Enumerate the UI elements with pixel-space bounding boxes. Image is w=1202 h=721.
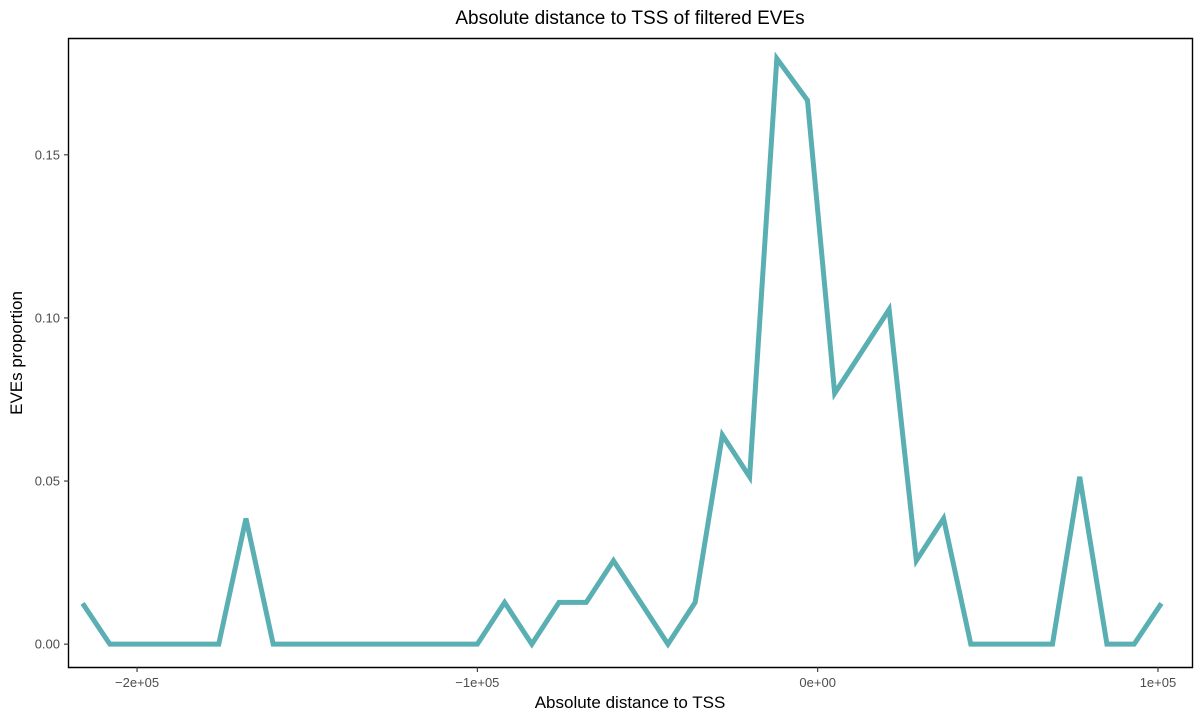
y-axis-ticks: 0.00 0.05 0.10 0.15 — [35, 147, 69, 652]
y-tick-label: 0.05 — [35, 474, 60, 489]
y-tick-label: 0.10 — [35, 310, 60, 325]
y-axis-title: EVEs proportion — [7, 291, 26, 415]
x-axis-title: Absolute distance to TSS — [535, 693, 726, 712]
y-tick-label: 0.15 — [35, 147, 60, 162]
x-tick-label: −1e+05 — [455, 675, 499, 690]
x-axis-ticks: −2e+05 −1e+05 0e+00 1e+05 — [115, 667, 1176, 690]
series-layer — [80, 51, 1164, 649]
plot-panel-border — [67, 37, 1194, 669]
y-tick-label: 0.00 — [35, 637, 60, 652]
series-line-1 — [80, 51, 1164, 649]
x-tick-label: 1e+05 — [1140, 675, 1177, 690]
x-tick-label: −2e+05 — [115, 675, 159, 690]
x-tick-label: 0e+00 — [799, 675, 836, 690]
chart-title: Absolute distance to TSS of filtered EVE… — [455, 8, 804, 29]
